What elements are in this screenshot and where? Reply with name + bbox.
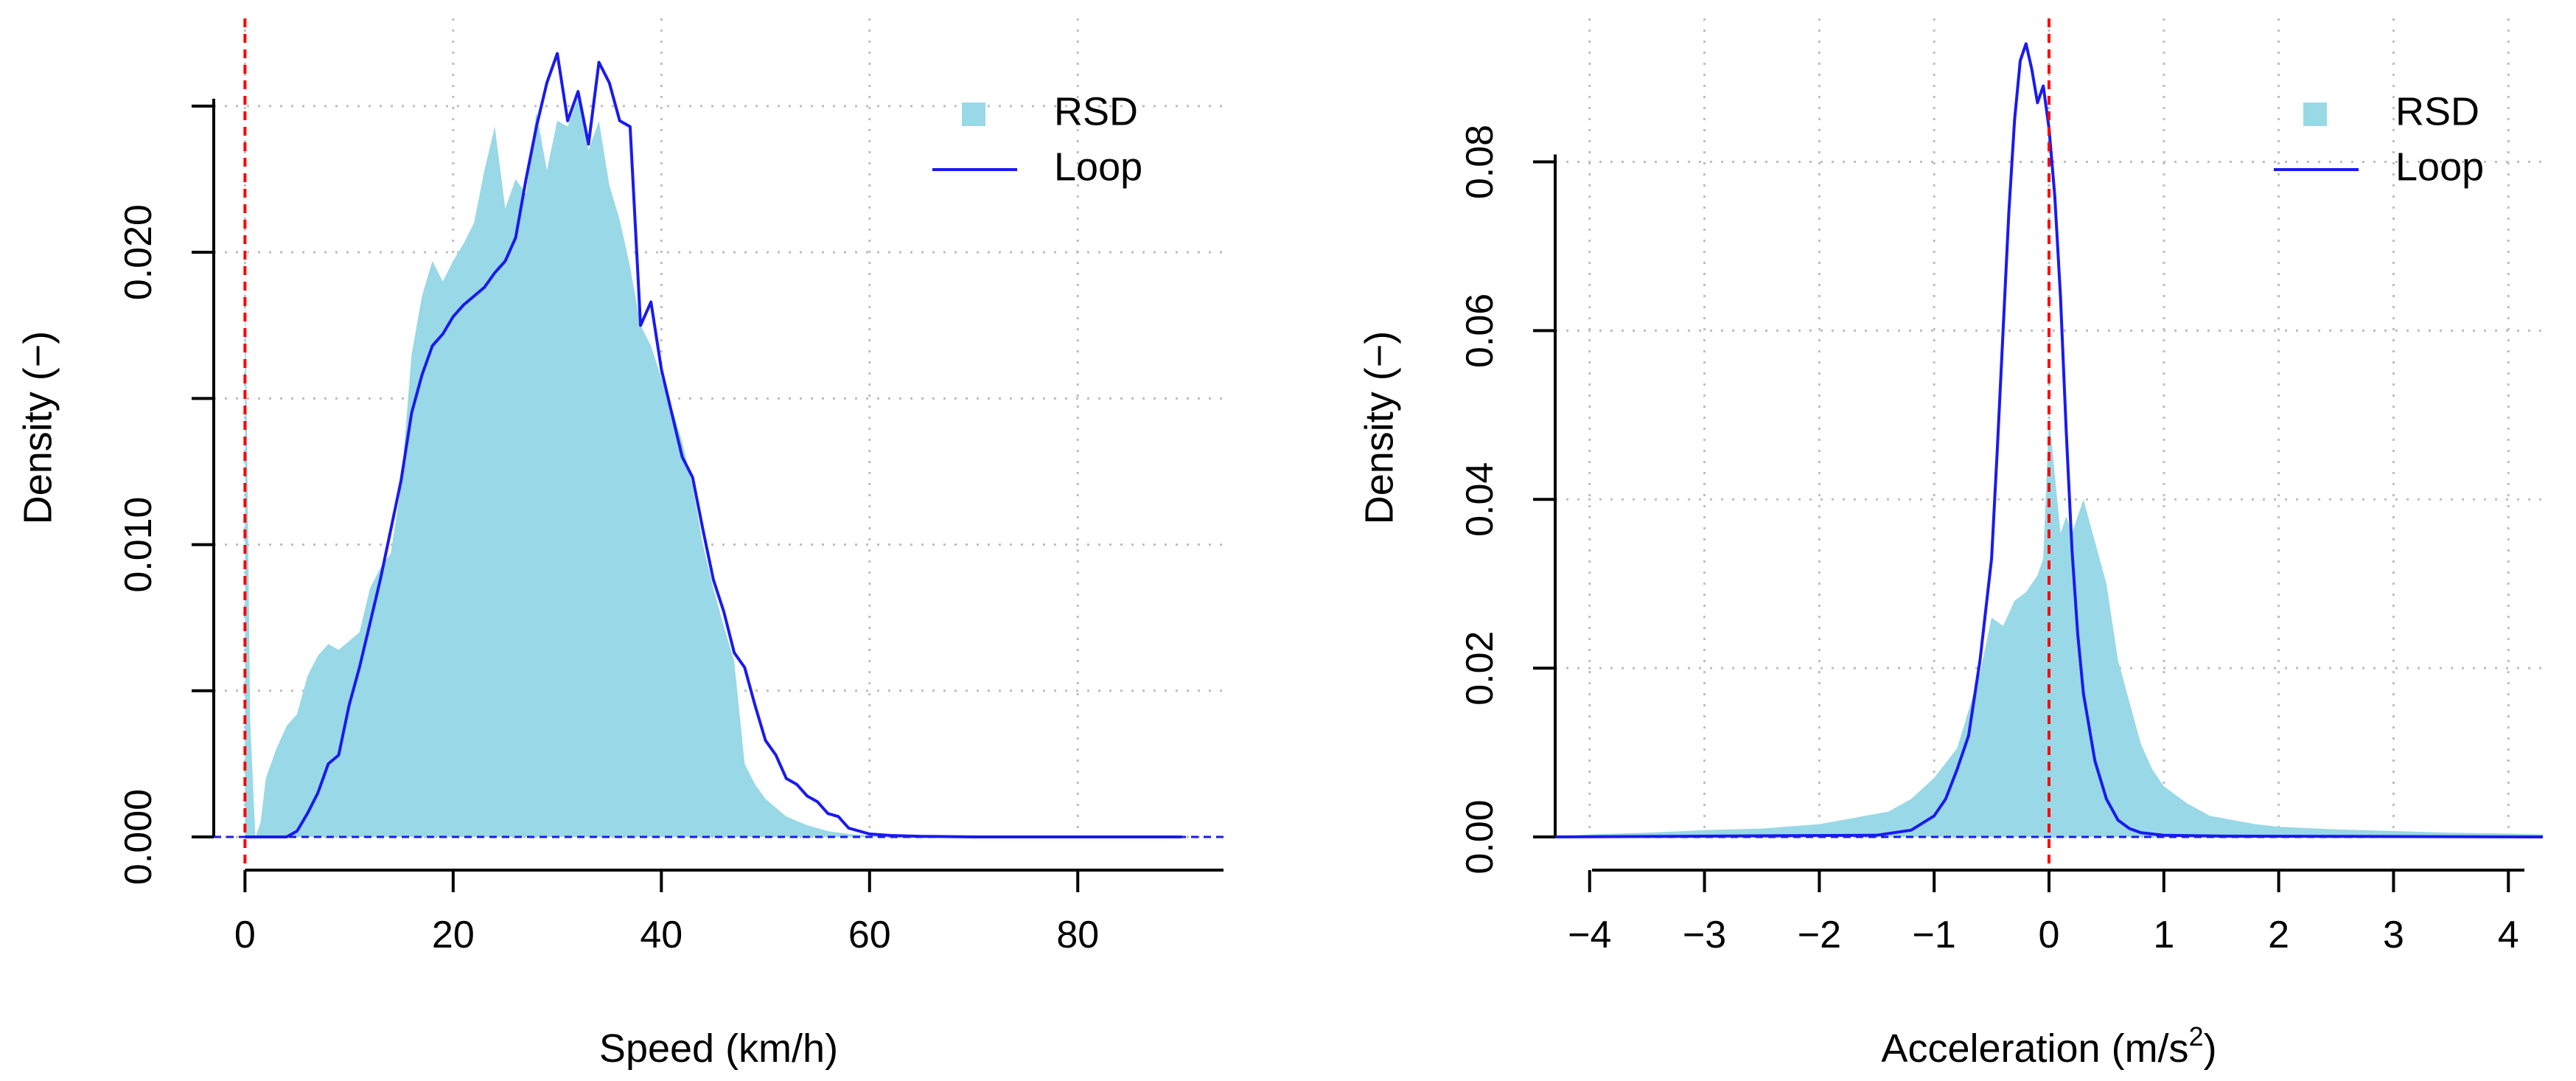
acceleration-x-axis-title: Acceleration (m/s2) (1881, 1021, 2216, 1071)
acceleration-x-tick-label: −4 (1568, 914, 1611, 956)
speed-y-ticks: 0.000 0.010 0.020 (117, 104, 214, 885)
acceleration-legend-rsd-swatch (2303, 102, 2327, 126)
acceleration-x-tick-label: 2 (2268, 914, 2289, 956)
acceleration-y-tick-label: 0.04 (1459, 462, 1501, 537)
acceleration-x-tick-label: −3 (1683, 914, 1726, 956)
acceleration-x-tick-label: −2 (1798, 914, 1841, 956)
speed-x-tick-label: 0 (234, 914, 256, 956)
acceleration-y-axis-title: Density (−) (1357, 331, 1401, 525)
acceleration-density-panel: −4 −3 −2 −1 0 1 2 3 4 0.00 0.02 0.04 0.06 0.08 Accel… (1357, 18, 2544, 1071)
speed-legend: RSD Loop (932, 89, 1142, 189)
acceleration-legend: RSD Loop (2274, 89, 2484, 189)
acceleration-x-tick-label: 0 (2039, 914, 2060, 956)
speed-x-tick-label: 40 (640, 914, 683, 956)
acceleration-x-tick-label: −1 (1913, 914, 1956, 956)
acceleration-legend-rsd-label: RSD (2395, 89, 2479, 133)
acceleration-y-ticks: 0.00 0.02 0.04 0.06 0.08 (1459, 125, 1555, 875)
speed-y-axis-title: Density (−) (15, 331, 60, 525)
acceleration-y-tick-label: 0.02 (1459, 631, 1501, 706)
speed-x-axis-title: Speed (km/h) (599, 1026, 838, 1071)
speed-x-tick-label: 20 (432, 914, 475, 956)
speed-loop-line (245, 52, 1182, 838)
acceleration-x-ticks: −4 −3 −2 −1 0 1 2 3 4 (1568, 870, 2519, 956)
acceleration-x-tick-label: 3 (2383, 914, 2404, 956)
acceleration-x-tick-label: 1 (2153, 914, 2174, 956)
speed-legend-loop-label: Loop (1054, 145, 1142, 189)
acceleration-legend-loop-label: Loop (2395, 145, 2484, 189)
acceleration-y-tick-label: 0.06 (1459, 293, 1501, 368)
acceleration-loop-line (1554, 42, 2544, 838)
acceleration-y-tick-label: 0.08 (1459, 125, 1501, 199)
speed-y-tick-label: 0.000 (117, 789, 160, 885)
acceleration-y-tick-label: 0.00 (1459, 799, 1501, 874)
speed-density-panel: 0 20 40 60 80 0.000 0.010 0.020 Speed (km/h) D… (15, 18, 1224, 1071)
speed-y-tick-label: 0.010 (117, 497, 160, 593)
speed-legend-rsd-swatch (962, 102, 985, 126)
speed-x-ticks: 0 20 40 60 80 (234, 870, 1099, 956)
speed-y-tick-label: 0.020 (117, 204, 160, 300)
speed-legend-rsd-label: RSD (1054, 89, 1138, 133)
acceleration-x-tick-label: 4 (2498, 914, 2519, 956)
speed-x-tick-label: 80 (1056, 914, 1099, 956)
speed-x-tick-label: 60 (848, 914, 891, 956)
speed-rsd-area (245, 97, 1182, 837)
